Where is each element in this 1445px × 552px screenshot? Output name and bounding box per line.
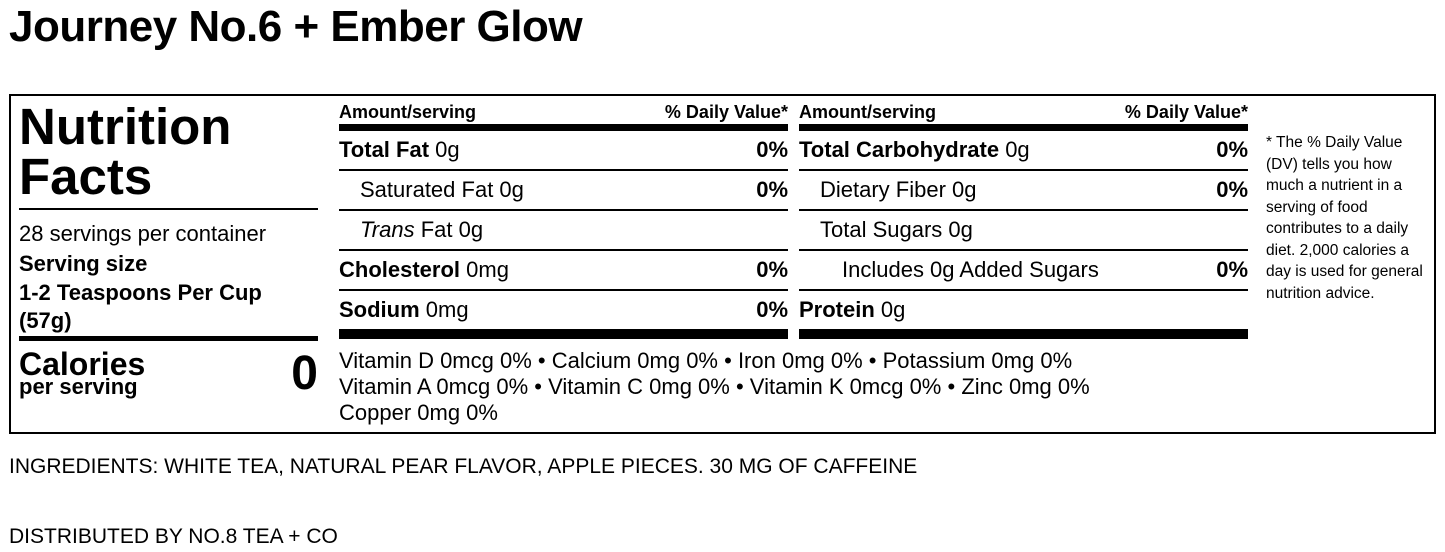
ingredients: INGREDIENTS: WHITE TEA, NATURAL PEAR FLA… — [9, 455, 918, 478]
nutrient-name: Total Fat — [339, 137, 430, 162]
nutrient-row: Saturated Fat 0g 0% — [339, 171, 788, 211]
nutrient-name: Total Carbohydrate — [799, 137, 1000, 162]
nutrient-row: Total Carbohydrate 0g 0% — [799, 131, 1248, 171]
nutrient-column: Amount/serving % Daily Value* Total Fat 0… — [339, 102, 788, 339]
nutrient-name: Total Sugars 0g — [820, 217, 973, 242]
thick-bar — [339, 124, 788, 131]
vitamin-item: Copper 0mg 0% — [339, 400, 498, 425]
nutrient-amount: 0mg — [466, 257, 509, 282]
nutrient-dv: 0% — [756, 257, 788, 282]
divider — [19, 208, 318, 210]
nutrient-column: Amount/serving % Daily Value* Total Carbo… — [799, 102, 1248, 339]
nutrient-dv: 0% — [1216, 177, 1248, 202]
nutrient-name: Sodium — [339, 297, 420, 322]
nutrient-dv: 0% — [756, 297, 788, 322]
vitamin-item: Zinc 0mg 0% — [961, 374, 1090, 399]
distributor: DISTRIBUTED BY NO.8 TEA + CO — [9, 525, 338, 548]
vitamin-line: Copper 0mg 0% — [339, 400, 1239, 426]
nutrient-dv: 0% — [1216, 137, 1248, 162]
nutrient-amount: 0g — [1005, 137, 1030, 162]
nutrient-name: Fat 0g — [420, 217, 484, 242]
thick-bar — [339, 331, 788, 339]
nutrition-panel: Nutrition Facts 28 servings per containe… — [9, 94, 1436, 434]
nutrient-amount: 0mg — [425, 297, 469, 322]
nutrient-name: Saturated Fat 0g — [360, 177, 524, 202]
nutrient-row: Trans Fat 0g — [339, 211, 788, 251]
calories-sub: per serving — [19, 374, 138, 399]
vitamin-line: Vitamin D 0mcg 0% • Calcium 0mg 0% • Iro… — [339, 348, 1073, 373]
serving-size-label: Serving size — [19, 251, 148, 276]
header-right: % Daily Value* — [1124, 102, 1248, 122]
nutrient-row: Total Sugars 0g — [799, 211, 1248, 251]
header-left: Amount/serving — [799, 102, 937, 122]
nutrient-row: Total Fat 0g 0% — [339, 131, 788, 171]
nutrient-row: Cholesterol 0mg 0% — [339, 251, 788, 291]
nutrient-dv: 0% — [756, 177, 788, 202]
nutrient-name: Includes 0g Added Sugars — [842, 257, 1099, 282]
panel-heading: Nutrition Facts — [19, 98, 232, 205]
vitamin-item: Vitamin K 0mcg 0% — [749, 374, 942, 399]
column-header: Amount/serving % Daily Value* — [339, 102, 788, 124]
nutrient-name: Dietary Fiber 0g — [820, 177, 977, 202]
footnote: * The % Daily Value (DV) tells you how m… — [1266, 134, 1423, 302]
nutrient-dv: 0% — [756, 137, 788, 162]
nutrient-name: Cholesterol — [339, 257, 461, 282]
nutrient-row: Includes 0g Added Sugars 0% — [799, 251, 1248, 291]
product-title: Journey No.6 + Ember Glow — [9, 2, 583, 51]
vitamin-item: Vitamin C 0mg 0% — [548, 374, 730, 399]
servings: 28 servings per container — [19, 221, 267, 246]
nutrient-row: Dietary Fiber 0g 0% — [799, 171, 1248, 211]
vitamins: Vitamin D 0mcg 0% • Calcium 0mg 0% • Iro… — [339, 348, 1239, 426]
vitamin-item: Iron 0mg 0% — [737, 348, 863, 373]
vitamin-line: Vitamin A 0mcg 0% • Vitamin C 0mg 0% • V… — [339, 374, 1090, 399]
nutrient-name-italic: Trans — [360, 217, 415, 242]
header-right: % Daily Value* — [664, 102, 788, 122]
nutrient-amount: 0g — [880, 297, 906, 322]
facts-summary: Nutrition Facts 28 servings per containe… — [19, 96, 318, 432]
nutrient-row: Sodium 0mg 0% — [339, 291, 788, 331]
header-left: Amount/serving — [339, 102, 477, 122]
thick-bar — [799, 331, 1248, 339]
column-header: Amount/serving % Daily Value* — [799, 102, 1248, 124]
nutrient-dv: 0% — [1216, 257, 1248, 282]
nutrient-name: Protein — [799, 297, 875, 322]
vitamin-item: Calcium 0mg 0% — [551, 348, 718, 373]
vitamin-item: Vitamin A 0mcg 0% — [339, 374, 529, 399]
thick-bar — [799, 124, 1248, 131]
nutrient-row: Protein 0g — [799, 291, 1248, 331]
nutrient-amount: 0g — [435, 137, 460, 162]
calories-value: 0 — [291, 347, 318, 400]
divider — [19, 336, 318, 341]
calories-label: Calories — [19, 346, 146, 382]
vitamin-item: Potassium 0mg 0% — [882, 348, 1073, 373]
serving-size: 1-2 Teaspoons Per Cup (57g) — [19, 280, 262, 333]
vitamin-item: Vitamin D 0mcg 0% — [339, 348, 532, 373]
